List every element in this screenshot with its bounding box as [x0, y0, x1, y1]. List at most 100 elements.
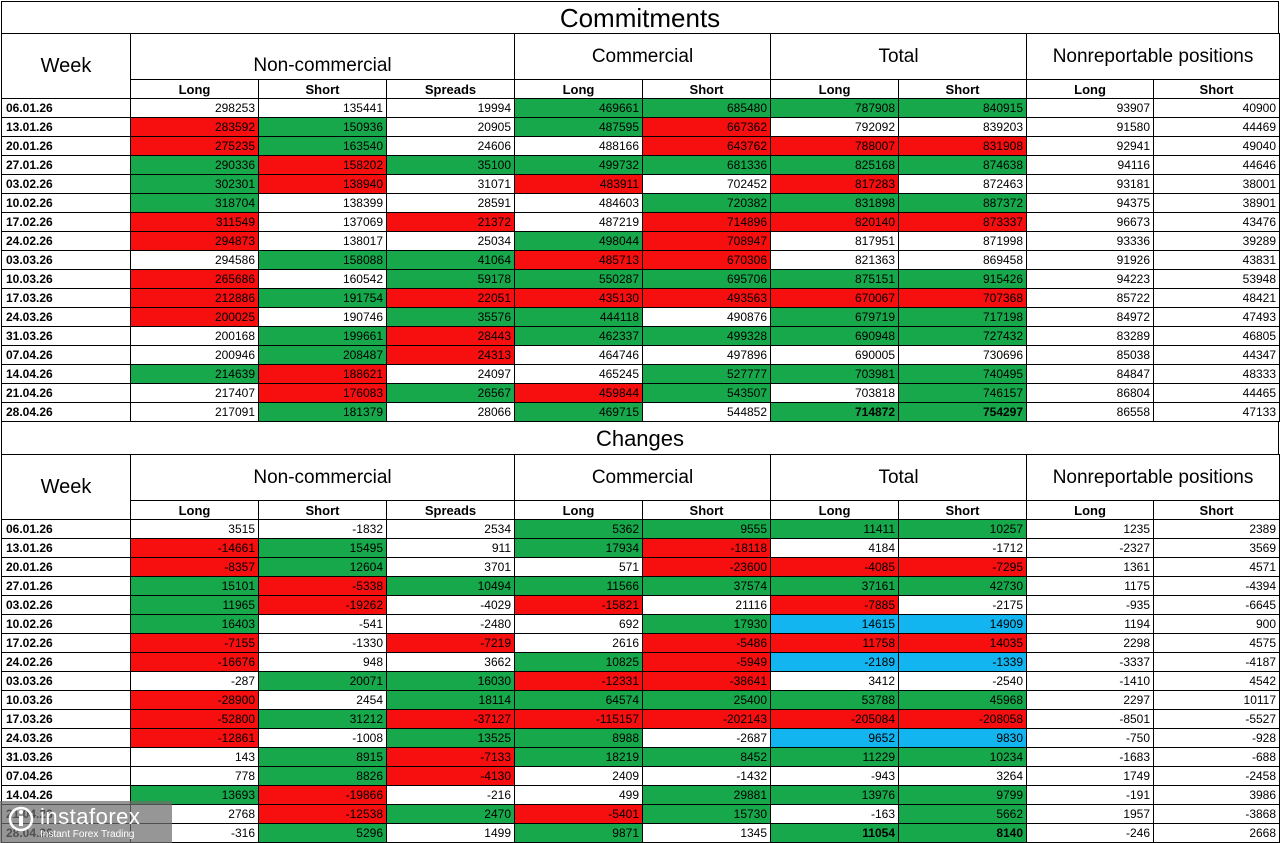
sub-header: Long: [130, 500, 259, 520]
value-cell: 44347: [1153, 345, 1280, 365]
value-cell: 42730: [898, 576, 1028, 596]
value-cell: -19262: [258, 595, 387, 615]
value-cell: 469661: [514, 98, 643, 118]
value-cell: 4184: [770, 538, 900, 558]
value-cell: 21116: [641, 595, 772, 615]
week-cell: 13.01.26: [1, 538, 131, 558]
week-cell: 03.02.26: [1, 174, 131, 194]
value-cell: 47493: [1153, 307, 1280, 327]
value-cell: 48333: [1153, 364, 1280, 384]
value-cell: -2189: [770, 652, 900, 672]
value-cell: 93907: [1026, 98, 1155, 118]
week-cell: 07.04.26: [1, 345, 131, 365]
value-cell: 8826: [258, 766, 387, 786]
value-cell: 53948: [1153, 269, 1280, 289]
value-cell: 137069: [258, 212, 387, 232]
value-cell: 499: [514, 785, 643, 805]
value-cell: 15101: [130, 576, 259, 596]
value-cell: 49040: [1153, 136, 1280, 156]
value-cell: 2616: [514, 633, 643, 653]
value-cell: 138399: [258, 193, 387, 213]
value-cell: -7295: [898, 557, 1028, 577]
value-cell: -3337: [1026, 652, 1155, 672]
value-cell: 8988: [514, 728, 643, 748]
value-cell: 11566: [514, 576, 643, 596]
value-cell: 692: [514, 614, 643, 634]
value-cell: 302301: [130, 174, 259, 194]
group-header-nonreportable: Nonreportable positions: [1026, 454, 1280, 501]
sub-header: Long: [770, 79, 900, 99]
value-cell: 208487: [258, 345, 387, 365]
value-cell: -943: [770, 766, 900, 786]
table-row: 27.01.26 290336 158202 35100 499732 681336 825…: [1, 155, 1280, 175]
value-cell: 5362: [514, 519, 643, 539]
value-cell: 825168: [770, 155, 900, 175]
value-cell: 91580: [1026, 117, 1155, 137]
value-cell: 85038: [1026, 345, 1155, 365]
value-cell: 873337: [898, 212, 1028, 232]
value-cell: 8915: [258, 747, 387, 767]
value-cell: 28066: [386, 402, 515, 422]
value-cell: 787908: [770, 98, 900, 118]
changes-title: Changes: [1, 421, 1279, 454]
sub-header: Short: [641, 500, 772, 520]
value-cell: 714872: [770, 402, 900, 422]
table-row: 07.04.26 200946 208487 24313 464746 497896 690…: [1, 345, 1280, 365]
value-cell: 200946: [130, 345, 259, 365]
value-cell: -5401: [514, 804, 643, 824]
value-cell: 84972: [1026, 307, 1155, 327]
value-cell: 1175: [1026, 576, 1155, 596]
value-cell: 900: [1153, 614, 1280, 634]
value-cell: 459844: [514, 383, 643, 403]
value-cell: 217407: [130, 383, 259, 403]
table-row: 31.03.26 200168 199661 28443 462337 499328 690…: [1, 326, 1280, 346]
table-row: 03.03.26 -287 20071 16030 -12331 -38641 3412 -2…: [1, 671, 1280, 691]
value-cell: 840915: [898, 98, 1028, 118]
value-cell: 17930: [641, 614, 772, 634]
table-row: 13.01.26 -14661 15495 911 17934 -18118 4184 -17…: [1, 538, 1280, 558]
value-cell: -18118: [641, 538, 772, 558]
value-cell: -688: [1153, 747, 1280, 767]
value-cell: 10825: [514, 652, 643, 672]
commitments-title: Commitments: [1, 1, 1279, 33]
value-cell: 290336: [130, 155, 259, 175]
value-cell: -14661: [130, 538, 259, 558]
value-cell: 717198: [898, 307, 1028, 327]
table-row: 06.01.26 3515 -1832 2534 5362 9555 11411 10257 1…: [1, 519, 1280, 539]
value-cell: 22051: [386, 288, 515, 308]
commitments-rows: 06.01.26 298253 135441 19994 469661 685480 787…: [1, 98, 1280, 422]
value-cell: -12538: [258, 804, 387, 824]
value-cell: 47133: [1153, 402, 1280, 422]
value-cell: 96673: [1026, 212, 1155, 232]
value-cell: 13693: [130, 785, 259, 805]
value-cell: 571: [514, 557, 643, 577]
value-cell: 695706: [641, 269, 772, 289]
value-cell: 550287: [514, 269, 643, 289]
table-row: 14.04.26 214639 188621 24097 465245 527777 703…: [1, 364, 1280, 384]
value-cell: 13976: [770, 785, 900, 805]
week-cell: 28.04.26: [1, 402, 131, 422]
sub-header: Long: [1026, 79, 1155, 99]
value-cell: -928: [1153, 728, 1280, 748]
table-row: 24.02.26 294873 138017 25034 498044 708947 817…: [1, 231, 1280, 251]
value-cell: -5527: [1153, 709, 1280, 729]
value-cell: 311549: [130, 212, 259, 232]
value-cell: 685480: [641, 98, 772, 118]
week-cell: 03.03.26: [1, 250, 131, 270]
value-cell: 92941: [1026, 136, 1155, 156]
value-cell: 2409: [514, 766, 643, 786]
sub-header: Spreads: [386, 79, 515, 99]
value-cell: -1339: [898, 652, 1028, 672]
value-cell: 871998: [898, 231, 1028, 251]
value-cell: 679719: [770, 307, 900, 327]
value-cell: 28443: [386, 326, 515, 346]
value-cell: 135441: [258, 98, 387, 118]
changes-section: Changes Week Non-commercial Commercial T…: [1, 421, 1280, 843]
value-cell: 2297: [1026, 690, 1155, 710]
value-cell: -2540: [898, 671, 1028, 691]
value-cell: 499732: [514, 155, 643, 175]
table-row: 14.04.26 13693 -19866 -216 499 29881 13976 9799…: [1, 785, 1280, 805]
value-cell: 831898: [770, 193, 900, 213]
week-cell: 27.01.26: [1, 576, 131, 596]
value-cell: 21372: [386, 212, 515, 232]
